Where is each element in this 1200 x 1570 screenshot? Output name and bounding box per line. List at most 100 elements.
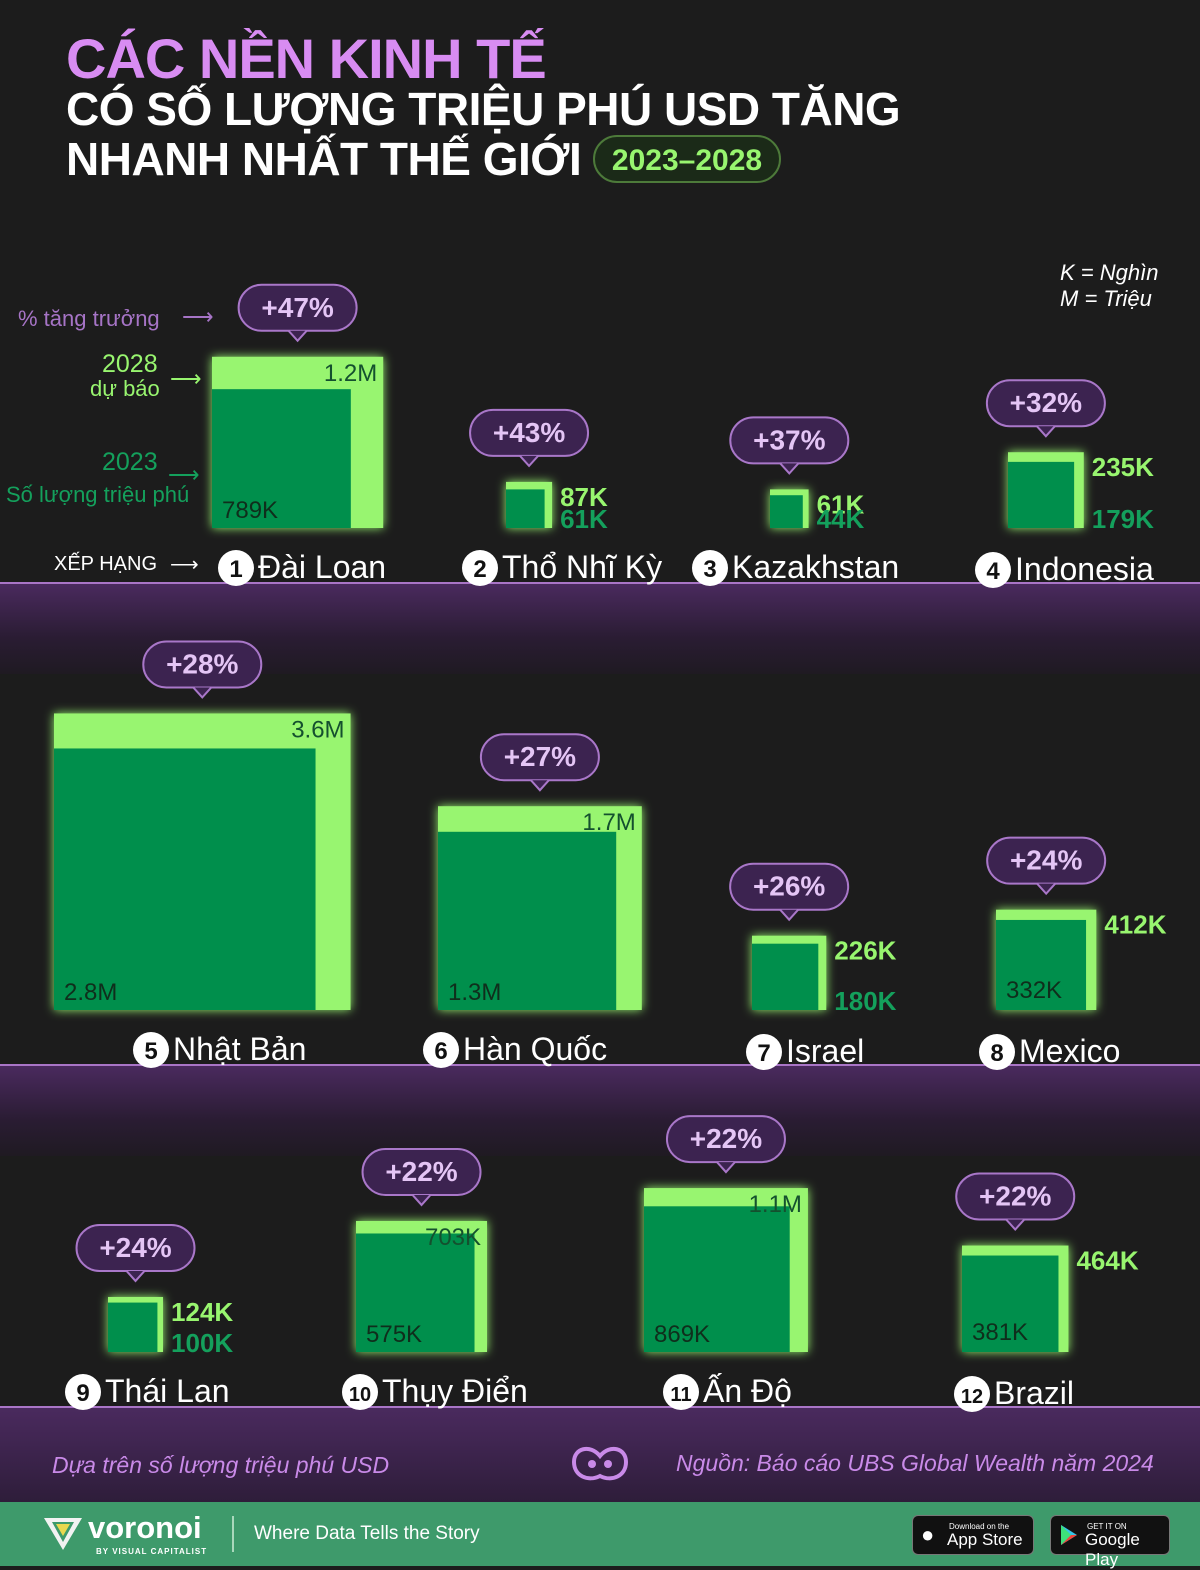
value-2023-label-4: 179K	[1092, 504, 1154, 534]
units-note-k: K = Nghìn	[1060, 260, 1159, 285]
bar-2023-2	[506, 489, 545, 528]
row-divider-1	[0, 582, 1200, 584]
value-2023-label-3: 44K	[817, 504, 865, 534]
growth-annotation: % tăng trưởng	[18, 306, 160, 331]
google-play-button[interactable]: GET IT ON Google Play	[1050, 1515, 1170, 1569]
brand-name[interactable]: voronoi	[88, 1510, 202, 1545]
growth-label-7: +26%	[753, 871, 825, 902]
country-label-7: Israel	[786, 1033, 864, 1069]
app-store-text: App Store	[947, 1530, 1023, 1549]
rank-number-9: 9	[76, 1380, 89, 1407]
value-2028-label-10: 703K	[425, 1224, 481, 1251]
google-play-small-text: GET IT ON	[1087, 1522, 1127, 1531]
rank-badge-11	[663, 1374, 699, 1410]
rank-arrow-icon: ⟶	[170, 554, 199, 576]
country-label-2: Thổ Nhĩ Kỳ	[502, 549, 662, 585]
rank-badge-4	[975, 552, 1011, 588]
growth-bubble-pointer-9	[125, 1270, 146, 1283]
bar-2023-9	[108, 1302, 158, 1352]
rank-number-10: 10	[349, 1384, 371, 1406]
google-play-text: Google Play	[1085, 1530, 1140, 1569]
rank-badge-12	[954, 1376, 990, 1412]
value-2023-label-12: 381K	[972, 1319, 1028, 1346]
growth-bubble-pointer-2	[519, 455, 539, 468]
growth-label-1: +47%	[261, 292, 333, 323]
value-2023-label-6: 1.3M	[448, 979, 501, 1006]
value-2028-label-6: 1.7M	[582, 809, 635, 836]
rank-number-2: 2	[473, 556, 486, 583]
footer-divider	[232, 1516, 234, 1552]
growth-label-11: +22%	[690, 1123, 762, 1154]
growth-bubble-pointer-3	[779, 462, 800, 475]
forecast-year-annotation: 2028	[102, 350, 158, 378]
growth-bubble-pointer-7	[779, 909, 799, 922]
app-store-button[interactable]: ● Download on the App Store	[912, 1515, 1034, 1555]
value-2023-label-8: 332K	[1006, 977, 1062, 1004]
voronoi-mascot-icon	[571, 1446, 629, 1481]
rank-number-3: 3	[703, 556, 716, 583]
country-label-6: Hàn Quốc	[463, 1031, 607, 1067]
value-2028-label-8: 412K	[1104, 910, 1166, 940]
value-2023-label-5: 2.8M	[64, 979, 117, 1006]
growth-bubble-pointer-1	[287, 330, 308, 343]
growth-label-2: +43%	[493, 417, 565, 448]
footer-note: Dựa trên số lượng triệu phú USD	[52, 1452, 390, 1478]
growth-label-5: +28%	[166, 648, 238, 679]
voronoi-logo-icon[interactable]	[42, 1514, 84, 1552]
rank-badge-1	[218, 550, 254, 586]
source-note: Nguồn: Báo cáo UBS Global Wealth năm 202…	[676, 1450, 1154, 1476]
base-arrow-icon: ⟶	[168, 462, 200, 487]
app-store-small-text: Download on the	[949, 1522, 1010, 1531]
apple-icon: ●	[921, 1522, 935, 1547]
year-range-badge: 2023–2028	[593, 135, 781, 183]
growth-arrow-icon: ⟶	[182, 304, 214, 329]
rank-annotation: XẾP HẠNG	[54, 553, 157, 575]
value-2023-label-2: 61K	[560, 504, 608, 534]
rank-number-8: 8	[990, 1040, 1003, 1067]
growth-bubble-pointer-6	[530, 779, 550, 792]
google-play-icon	[1061, 1525, 1077, 1545]
value-2028-label-3: 61K	[817, 489, 865, 519]
country-label-1: Đài Loan	[258, 549, 386, 585]
chart-title-line-3: NHANH NHẤT THẾ GIỚI	[66, 133, 582, 185]
base-label-annotation: Số lượng triệu phú	[6, 482, 190, 507]
growth-label-9: +24%	[99, 1232, 171, 1263]
country-label-4: Indonesia	[1015, 551, 1154, 587]
bar-2023-4	[1008, 461, 1075, 528]
rank-number-6: 6	[434, 1038, 447, 1065]
rank-number-7: 7	[757, 1040, 770, 1067]
country-label-11: Ấn Độ	[703, 1373, 792, 1409]
brand-subtitle: BY VISUAL CAPITALIST	[96, 1547, 208, 1556]
forecast-label-annotation: dự báo	[90, 376, 160, 401]
rank-badge-8	[979, 1034, 1015, 1070]
chart-title-line-2: CÓ SỐ LƯỢNG TRIỆU PHÚ USD TĂNG	[66, 83, 901, 135]
units-note-m: M = Triệu	[1060, 286, 1152, 311]
growth-label-12: +22%	[979, 1181, 1051, 1212]
rank-badge-2	[462, 550, 498, 586]
value-2028-label-5: 3.6M	[291, 716, 344, 743]
value-2028-label-9: 124K	[171, 1297, 233, 1327]
value-2028-label-11: 1.1M	[749, 1191, 802, 1218]
tagline: Where Data Tells the Story	[254, 1523, 480, 1544]
rank-number-1: 1	[229, 556, 242, 583]
value-2028-label-7: 226K	[834, 936, 896, 966]
bar-2023-10	[356, 1233, 475, 1352]
value-2023-label-7: 180K	[834, 986, 896, 1016]
growth-bubble-pointer-4	[1036, 425, 1056, 438]
value-2028-label-1: 1.2M	[324, 360, 377, 387]
growth-label-3: +37%	[753, 424, 825, 455]
bar-2023-11	[644, 1206, 790, 1352]
country-label-8: Mexico	[1019, 1033, 1120, 1069]
country-label-3: Kazakhstan	[732, 549, 899, 585]
rank-badge-7	[746, 1034, 782, 1070]
rank-badge-10	[342, 1374, 378, 1410]
value-2028-label-12: 464K	[1076, 1246, 1138, 1276]
row-divider-3	[0, 1406, 1200, 1408]
rank-badge-9	[65, 1374, 101, 1410]
forecast-arrow-icon: ⟶	[170, 366, 202, 391]
row-divider-2	[0, 1064, 1200, 1066]
country-label-9: Thái Lan	[105, 1373, 230, 1409]
bar-2023-5	[54, 748, 316, 1010]
growth-bubble-pointer-11	[716, 1161, 736, 1174]
